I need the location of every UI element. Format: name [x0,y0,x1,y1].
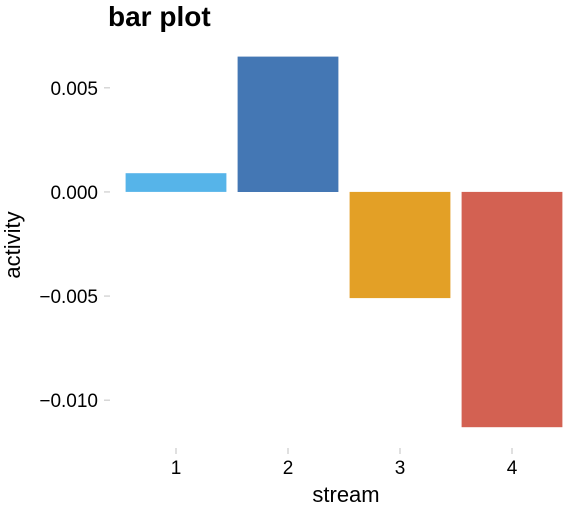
x-axis-label: stream [312,482,379,506]
y-axis-label: activity [0,211,25,278]
y-tick-label: −0.005 [39,287,98,308]
y-tick-label: −0.010 [39,391,98,412]
bar-stream-4 [461,191,563,428]
bars-group [125,56,563,428]
bar-stream-3 [349,191,451,299]
x-tick-label-3: 3 [395,458,406,479]
x-tick-label-2: 2 [283,458,294,479]
x-tick-label-4: 4 [507,458,518,479]
y-axis: 0.005 0.000 −0.005 −0.010 [39,79,110,412]
y-tick-label: 0.005 [50,79,98,100]
x-axis: 1 2 3 4 [171,448,518,479]
bar-stream-2 [237,56,339,192]
bar-stream-1 [125,173,227,192]
x-tick-label-1: 1 [171,458,182,479]
chart-title: bar plot [108,1,211,32]
y-tick-label: 0.000 [50,183,98,204]
